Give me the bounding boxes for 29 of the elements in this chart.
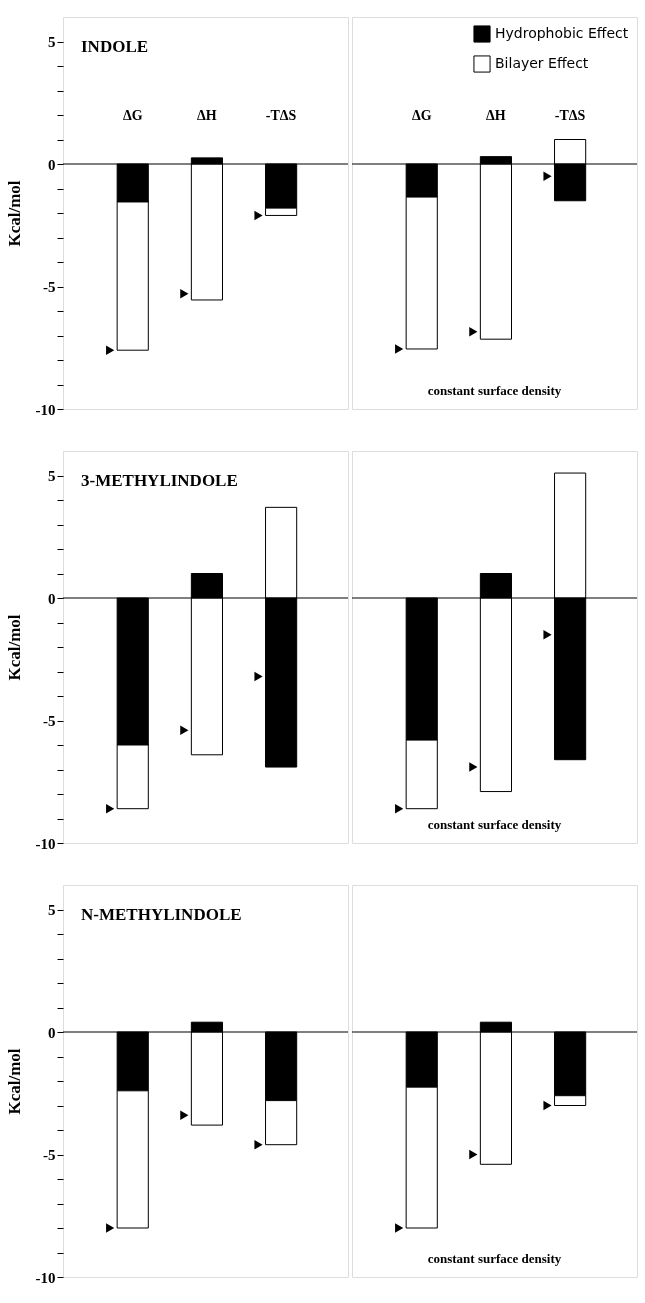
x-tick-label: ΔG: [411, 107, 432, 123]
annotation: constant surface density: [427, 817, 562, 832]
y-axis-title: Kcal/mol: [4, 180, 24, 247]
y-tick-label: 0: [48, 156, 56, 173]
annotation: constant surface density: [427, 383, 562, 398]
x-tick-label: ΔH: [486, 107, 506, 123]
text: N-METHYLINDOLE: [81, 905, 242, 924]
x-tick-label: -TΔS: [554, 107, 586, 123]
y-tick-label: -10: [35, 401, 56, 418]
text: 3-METHYLINDOLE: [81, 471, 238, 490]
y-tick-label: -5: [43, 713, 56, 729]
y-tick-label: -10: [35, 835, 56, 852]
y-axis-title: Kcal/mol: [4, 1048, 24, 1115]
y-tick-label: 5: [48, 34, 56, 50]
y-tick-label: -10: [35, 1269, 56, 1286]
y-tick-label: -5: [43, 1147, 56, 1163]
text: INDOLE: [81, 37, 149, 56]
annotation: constant surface density: [427, 1251, 562, 1266]
x-tick-label: ΔH: [197, 107, 217, 123]
y-tick-label: -5: [43, 279, 56, 295]
y-tick-label: 5: [48, 902, 56, 918]
y-axis-title: Kcal/mol: [4, 614, 24, 681]
x-tick-label: -TΔS: [265, 107, 297, 123]
x-tick-label: ΔG: [122, 107, 143, 123]
legend-label: Bilayer Effect: [495, 55, 589, 71]
y-tick-label: 0: [48, 1024, 56, 1041]
legend-label: Hydrophobic Effect: [495, 25, 629, 41]
y-tick-label: 5: [48, 468, 56, 484]
y-tick-label: 0: [48, 590, 56, 607]
